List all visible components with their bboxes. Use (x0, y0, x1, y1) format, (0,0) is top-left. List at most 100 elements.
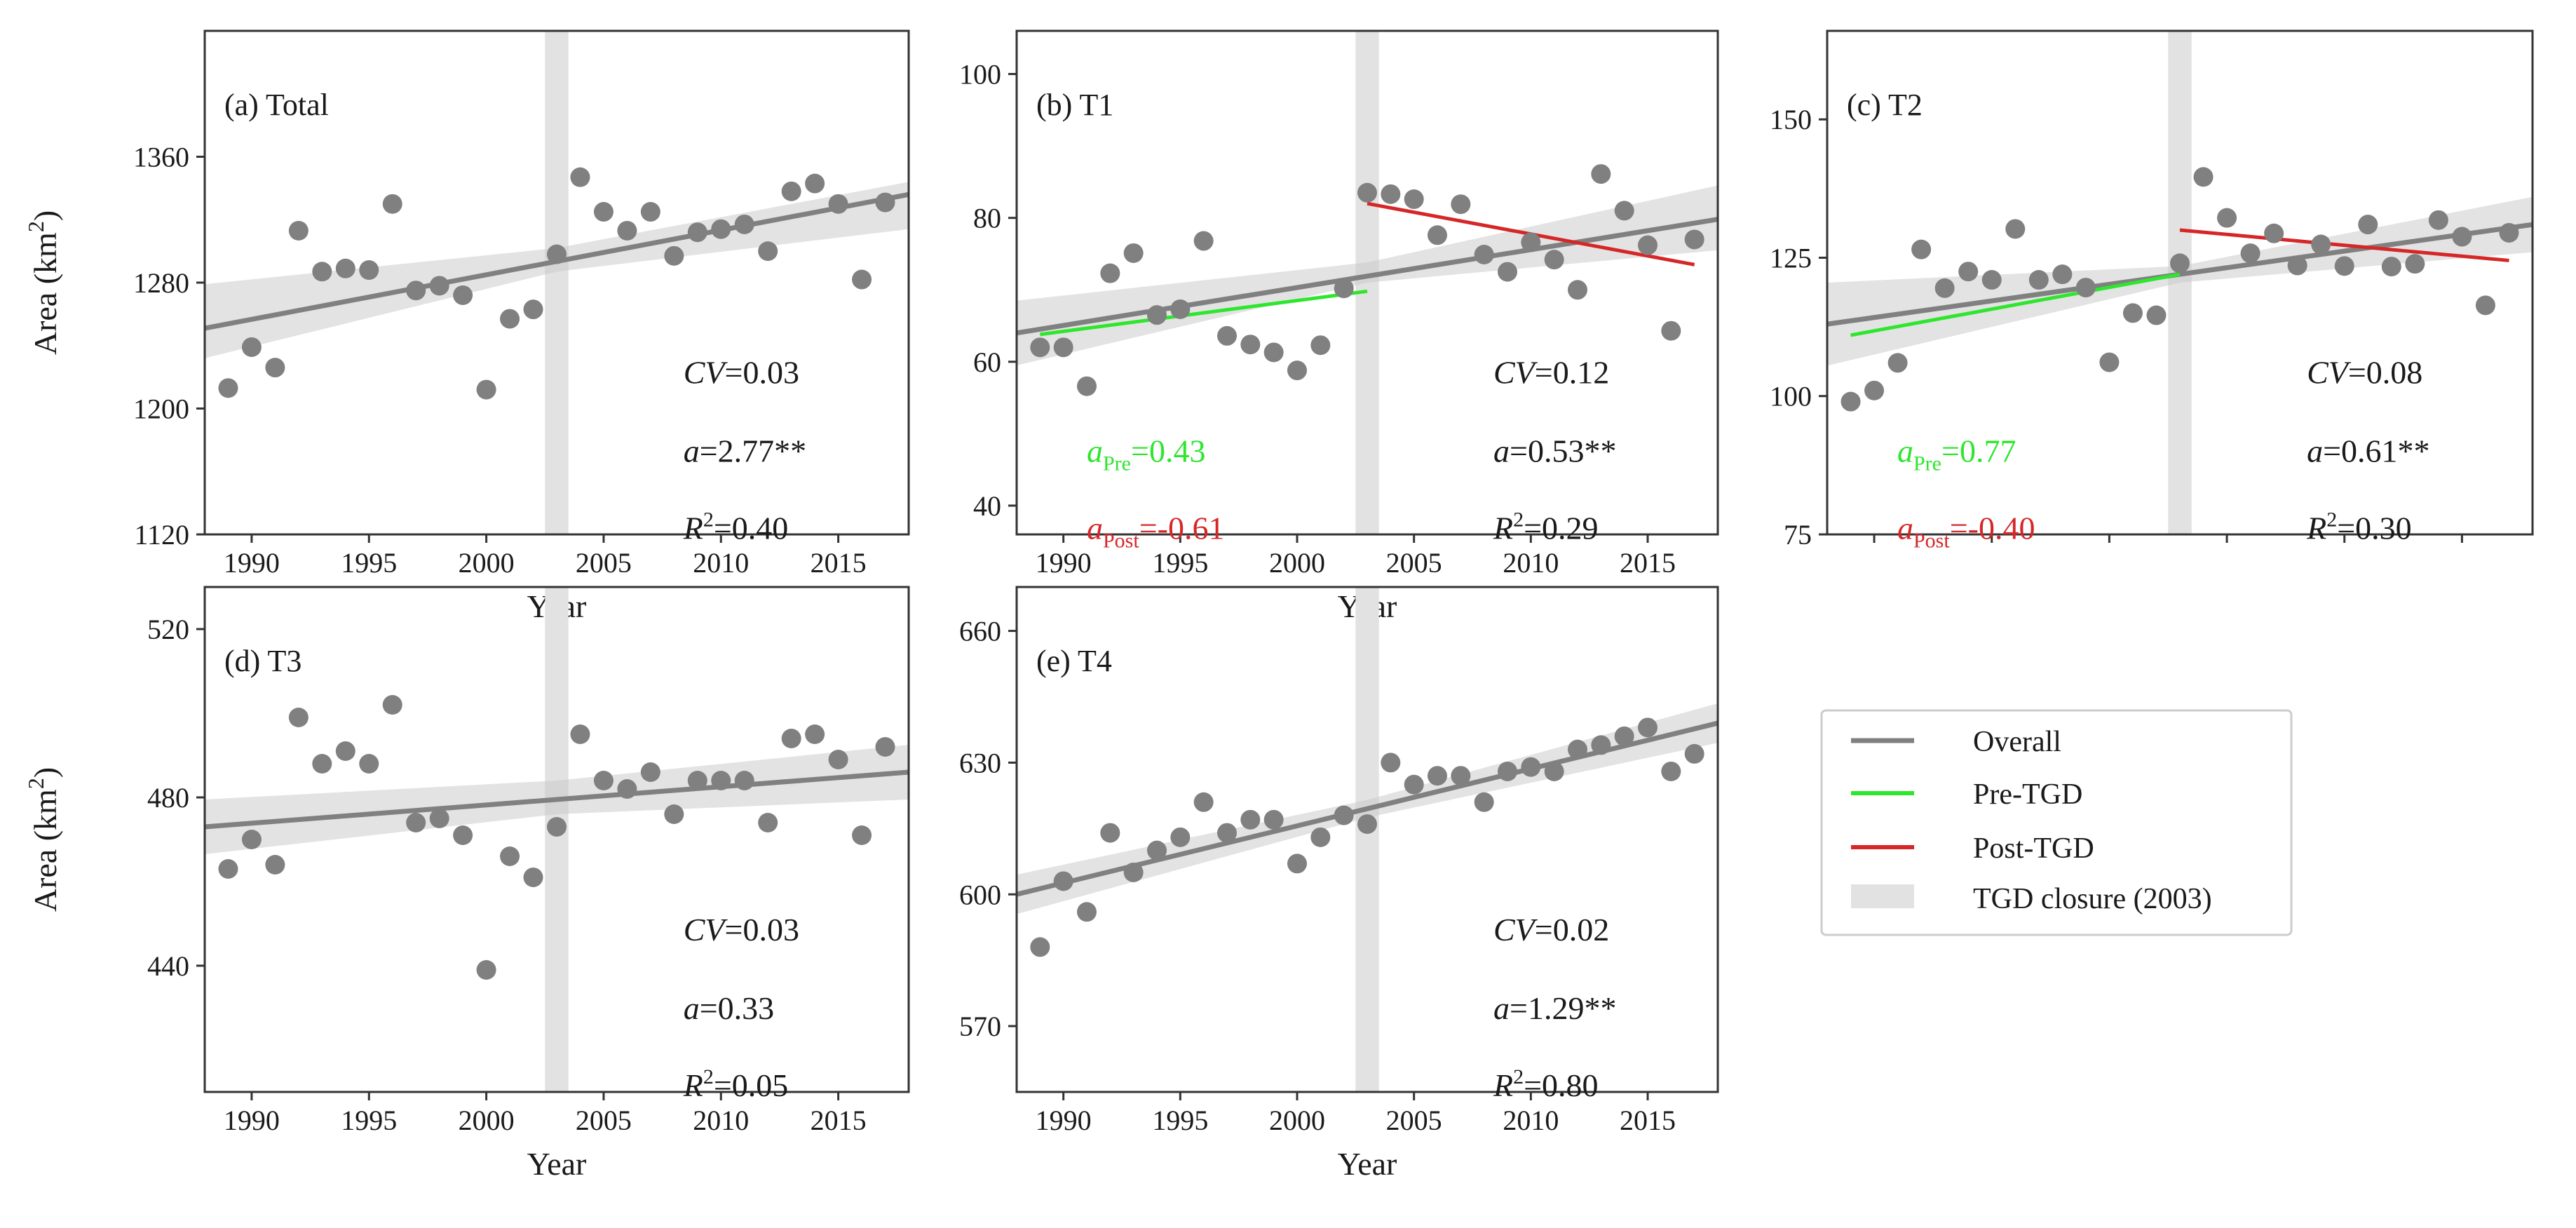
data-point (429, 809, 449, 828)
axes-frame (1015, 586, 1719, 1093)
data-point (1077, 902, 1097, 922)
data-point (1428, 225, 1447, 245)
stat-slope: a=0.61** (2307, 433, 2429, 469)
stat-cv: CV=0.08 (2307, 355, 2422, 391)
data-point (500, 846, 520, 866)
data-point (1498, 761, 1517, 781)
data-point (547, 817, 567, 837)
data-point (1170, 827, 1191, 847)
data-point (875, 192, 895, 212)
x-tick-label: 2000 (459, 1105, 515, 1136)
data-point (241, 830, 262, 849)
data-point (805, 173, 825, 194)
data-point (523, 299, 543, 320)
x-tick-label: 2000 (459, 547, 515, 579)
data-point (1240, 809, 1261, 830)
data-point (1030, 937, 1050, 957)
data-point (2287, 255, 2307, 276)
axes-frame (203, 586, 910, 1093)
data-point (1887, 353, 1908, 373)
y-tick-label: 660 (959, 616, 1001, 647)
data-point (1381, 184, 1401, 204)
closure-band (545, 587, 569, 1092)
confidence-band (1827, 196, 2533, 366)
data-point (1684, 743, 1704, 764)
y-axis-label: Area (km2) (23, 767, 63, 912)
data-point (664, 804, 684, 824)
stat-slope: a=2.77** (684, 433, 806, 469)
data-point (2217, 208, 2237, 228)
data-point (2405, 254, 2425, 274)
x-tick-label: 1995 (341, 1105, 397, 1136)
data-point (382, 194, 402, 214)
x-tick-label: 2005 (576, 1105, 632, 1136)
data-point (2170, 253, 2190, 274)
panel-title: (e) T4 (1036, 644, 1112, 678)
data-point (2052, 264, 2073, 285)
data-point (1170, 299, 1191, 319)
data-point (1568, 739, 1587, 760)
stat-pre-slope: aPre=0.77 (1897, 433, 2016, 475)
overall-trend-line (1017, 217, 1718, 336)
data-point (1100, 823, 1120, 843)
data-point (1568, 280, 1587, 300)
data-point (1287, 853, 1307, 874)
data-point (2264, 223, 2284, 243)
x-tick-label: 2010 (693, 547, 749, 579)
data-point (2193, 167, 2214, 187)
stat-post-slope: aPost=-0.40 (1897, 511, 2035, 553)
y-tick-label: 150 (1770, 104, 1812, 135)
x-tick-label: 2000 (1269, 547, 1325, 579)
data-point (547, 244, 567, 264)
y-tick-label: 480 (147, 782, 189, 814)
data-point (2075, 278, 2096, 298)
data-point (406, 281, 426, 301)
data-point (1263, 342, 1284, 363)
panel-e: 570 600 630 660 1990 1995 2000 2005 2010 2015 Year… (959, 586, 1719, 1182)
legend-closure-swatch (1851, 884, 1914, 908)
data-point (1404, 774, 1424, 795)
data-point (335, 258, 355, 278)
data-point (734, 214, 754, 234)
data-point (2240, 243, 2260, 264)
x-tick-label: 1995 (341, 547, 397, 579)
data-point (453, 285, 473, 305)
panel-title: (d) T3 (224, 644, 301, 678)
stat-pre-slope: aPre=0.43 (1087, 433, 1205, 475)
panel-title: (a) Total (224, 88, 329, 122)
data-point (1381, 753, 1401, 773)
data-point (335, 741, 355, 761)
data-point (359, 754, 379, 774)
x-tick-label: 2015 (1620, 1105, 1676, 1136)
data-point (1053, 871, 1073, 891)
y-tick-label: 570 (959, 1011, 1001, 1042)
data-point (1240, 335, 1261, 355)
data-point (828, 750, 848, 769)
data-point (1147, 305, 1167, 325)
data-point (570, 724, 590, 744)
y-tick-label: 75 (1784, 519, 1812, 551)
data-point (1077, 376, 1097, 396)
data-point (1263, 809, 1284, 830)
x-tick-label: 1995 (1152, 1105, 1208, 1136)
data-point (734, 771, 754, 790)
panel-title: (b) T1 (1036, 88, 1113, 122)
data-point (1310, 335, 1331, 356)
y-tick-label: 600 (959, 879, 1001, 910)
data-point (1638, 235, 1658, 255)
pre-tgd-trend-line (1850, 272, 2181, 337)
stat-slope: a=1.29** (1493, 990, 1616, 1026)
data-point (1474, 792, 1494, 812)
data-point (828, 194, 848, 214)
data-point (664, 245, 684, 266)
panel-a: 1120 1200 1280 1360 1990 1995 2000 2005 2010 2015… (23, 29, 910, 624)
x-tick-label: 1995 (1152, 547, 1208, 579)
data-point (1030, 337, 1050, 358)
data-point (476, 960, 496, 980)
x-tick-label: 2005 (576, 547, 632, 579)
x-tick-label: 2005 (1386, 1105, 1442, 1136)
data-point (711, 771, 731, 790)
data-point (2499, 222, 2519, 243)
x-tick-label: 2005 (1386, 547, 1442, 579)
